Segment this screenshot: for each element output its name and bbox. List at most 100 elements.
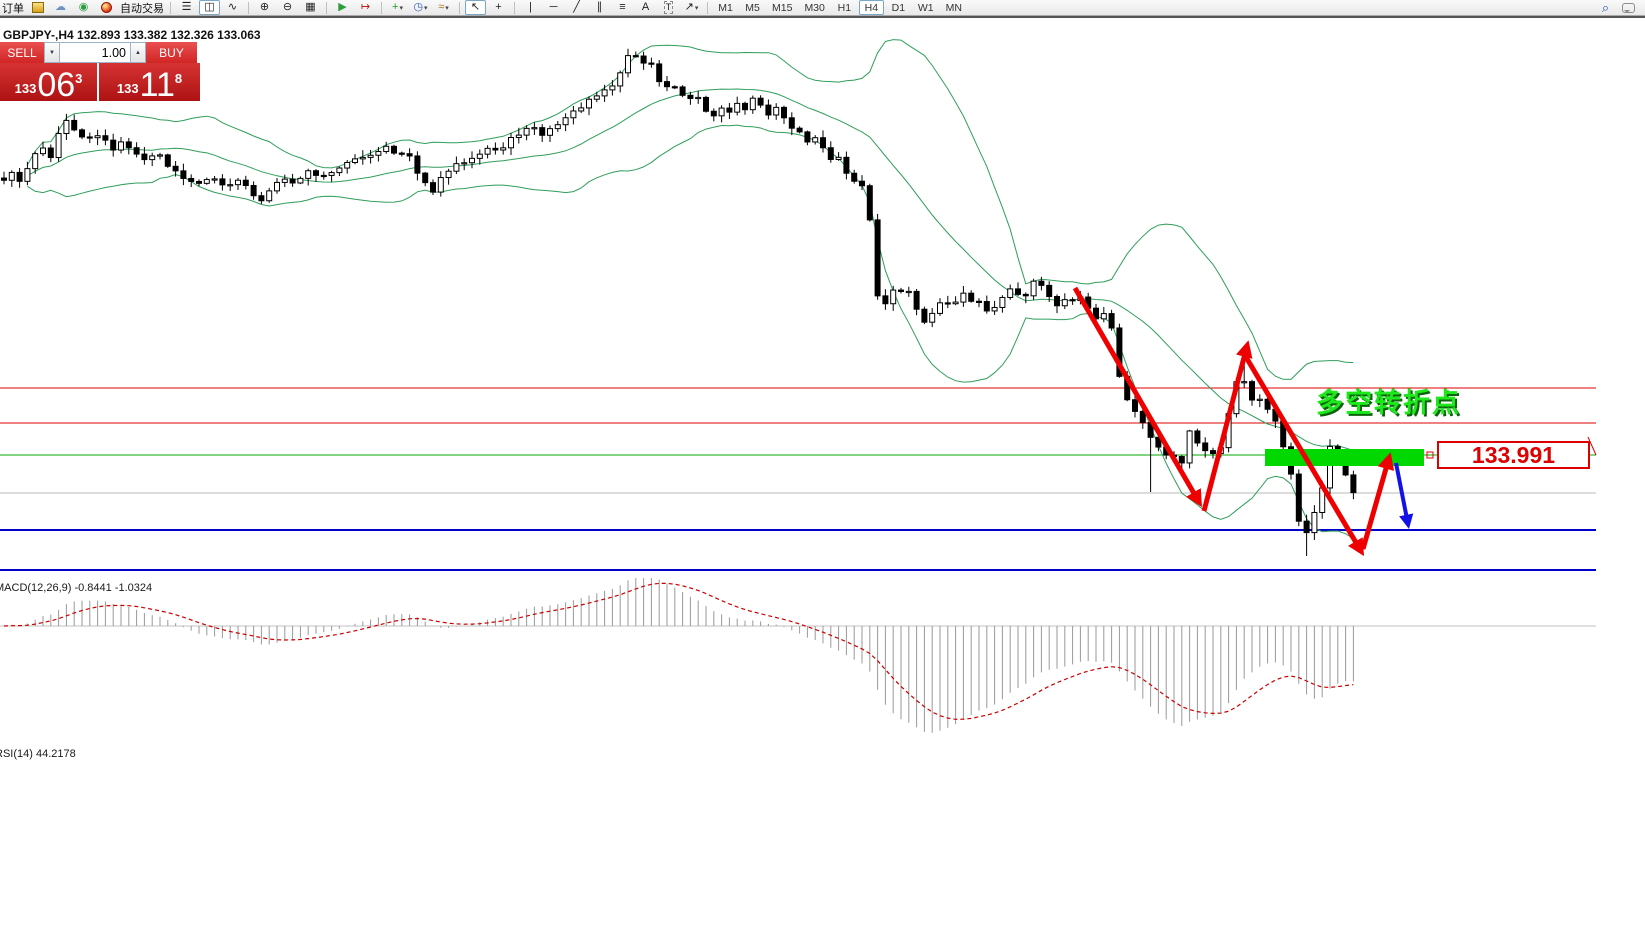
symbol-ohlc-info: GBPJPY-,H4 132.893 133.382 132.326 133.0… — [3, 28, 261, 42]
toolbar: 订单 ☁ ◉ 自动交易 ☰ ◫ ∿ ⊕ ⊖ ▦ ▶ ↦ + ▾ ◷ ▾ ≈ ▾ ↖ + | ─ ╱ ∥ ≡ A T ↗ ▾ M1 M5 M15… — [0, 0, 1645, 16]
signal-button[interactable]: ◉ — [73, 0, 94, 15]
fibonacci-button[interactable]: ≡ — [612, 0, 633, 15]
sell-price-prefix: 133 — [14, 81, 37, 96]
sell-price-display[interactable]: 133 06 3 — [0, 63, 97, 104]
macd-panel — [0, 578, 1596, 733]
candlestick-chart-button[interactable]: ◫ — [199, 0, 220, 15]
volume-input[interactable] — [60, 42, 130, 63]
line-chart-button[interactable]: ∿ — [222, 0, 243, 15]
sell-price-main: 06 — [37, 66, 76, 104]
periods-clock-icon: ◷ — [413, 1, 424, 13]
dropdown-caret-icon: ▾ — [445, 4, 449, 12]
dropdown-caret-icon: ▾ — [694, 4, 699, 12]
candlestick-chart-icon: ◫ — [204, 1, 215, 13]
rsi-indicator-label: RSI(14) 44.2178 — [0, 748, 76, 760]
timeframe-m1-button[interactable]: M1 — [718, 1, 733, 14]
templates-button[interactable]: ≈ ▾ — [433, 0, 454, 15]
timeframe-h4-button[interactable]: H4 — [858, 0, 884, 15]
line-chart-icon: ∿ — [227, 1, 238, 13]
turning-point-annotation[interactable]: 多空转折点 — [1316, 388, 1461, 418]
trendline-button[interactable]: ╱ — [566, 0, 587, 15]
price-callout-label[interactable]: 133.991 — [1437, 441, 1590, 469]
toolbar-separator — [170, 1, 171, 14]
cursor-icon: ↖ — [470, 1, 481, 13]
indicators-add-icon: + — [392, 1, 399, 13]
toolbar-separator — [326, 1, 327, 14]
toolbar-separator — [514, 1, 515, 14]
timeframe-d1-button[interactable]: D1 — [891, 1, 906, 14]
macd-indicator-label: MACD(12,26,9) -0.8441 -1.0324 — [0, 582, 153, 594]
chat-button[interactable] — [1618, 0, 1639, 15]
templates-icon: ≈ — [438, 1, 445, 13]
cursor-button[interactable]: ↖ — [465, 0, 486, 15]
buy-price-display[interactable]: 133 11 8 — [99, 63, 200, 104]
dropdown-caret-icon: ▾ — [424, 4, 428, 12]
toolbar-separator — [459, 1, 460, 14]
new-order-icon — [31, 2, 44, 13]
zoom-in-button[interactable]: ⊕ — [254, 0, 275, 15]
horizontal-line-icon: ─ — [549, 1, 558, 13]
periods-clock-button[interactable]: ◷ ▾ — [410, 0, 431, 15]
bar-chart-icon: ☰ — [181, 1, 192, 13]
timeframe-m5-button[interactable]: M5 — [745, 1, 760, 14]
text-icon: A — [641, 1, 650, 13]
text-button[interactable]: A — [635, 0, 656, 15]
buy-price-prefix: 133 — [116, 81, 139, 96]
arrows-button[interactable]: ↗ ▾ — [681, 0, 702, 15]
autotrade-button[interactable] — [96, 0, 117, 15]
timeframe-h1-button[interactable]: H1 — [837, 1, 852, 14]
equidistant-channel-button[interactable]: ∥ — [589, 0, 610, 15]
toolbar-separator — [248, 1, 249, 14]
volume-decrease-button[interactable]: ▼ — [44, 42, 60, 63]
dropdown-caret-icon: ▾ — [399, 4, 403, 12]
crosshair-button[interactable]: + — [488, 0, 509, 15]
bollinger-bands — [26, 39, 1354, 539]
trend-annotations[interactable] — [1072, 286, 1597, 557]
fibonacci-icon: ≡ — [619, 1, 626, 13]
text-label-button[interactable]: T — [658, 0, 679, 15]
toolbar-separator — [381, 1, 382, 14]
one-click-trade-panel: SELL ▼ ▲ BUY 133 06 3 133 11 8 — [0, 42, 200, 104]
market-watch-cloud-icon: ☁ — [55, 1, 66, 13]
timeframe-m30-button[interactable]: M30 — [804, 1, 825, 14]
sell-price-pip: 3 — [75, 71, 83, 86]
search-button[interactable]: ⌕ — [1595, 0, 1616, 15]
tile-windows-button[interactable]: ▦ — [300, 0, 321, 15]
volume-increase-button[interactable]: ▲ — [130, 42, 146, 63]
chat-icon — [1622, 2, 1635, 13]
zoom-in-icon: ⊕ — [259, 1, 270, 13]
timeframe-w1-button[interactable]: W1 — [917, 1, 934, 14]
horizontal-line-button[interactable]: ─ — [543, 0, 564, 15]
market-watch-cloud-button[interactable]: ☁ — [50, 0, 71, 15]
chart-shift-button[interactable]: ↦ — [355, 0, 376, 15]
chart-area[interactable]: GBPJPY-,H4 132.893 133.382 132.326 133.0… — [0, 18, 1645, 942]
text-label-icon: T — [663, 1, 674, 14]
tile-windows-icon: ▦ — [305, 1, 316, 13]
buy-price-pip: 8 — [174, 71, 183, 86]
order-menu-label[interactable]: 订单 — [2, 2, 24, 15]
autotrade-label: 自动交易 — [120, 2, 164, 15]
sell-button[interactable]: SELL — [0, 42, 44, 63]
vertical-line-button[interactable]: | — [520, 0, 541, 15]
chart-shift-icon: ↦ — [360, 1, 371, 13]
vertical-line-icon: | — [529, 1, 532, 13]
indicators-add-button[interactable]: + ▾ — [387, 0, 408, 15]
autotrade-icon — [101, 2, 112, 13]
window-edge — [0, 16, 1645, 18]
signal-icon: ◉ — [78, 1, 89, 13]
new-order-button[interactable] — [27, 0, 48, 15]
zoom-out-button[interactable]: ⊖ — [277, 0, 298, 15]
candlesticks — [1, 48, 1357, 556]
crosshair-icon: + — [495, 1, 502, 13]
equidistant-channel-icon: ∥ — [596, 1, 603, 13]
trendline-icon: ╱ — [573, 1, 580, 13]
timeframe-mn-button[interactable]: MN — [945, 1, 962, 14]
search-icon: ⌕ — [1601, 0, 1610, 15]
buy-button[interactable]: BUY — [146, 42, 197, 63]
bar-chart-button[interactable]: ☰ — [176, 0, 197, 15]
timeframe-m15-button[interactable]: M15 — [772, 1, 793, 14]
auto-scroll-button[interactable]: ▶ — [332, 0, 353, 15]
buy-price-main: 11 — [139, 66, 175, 104]
